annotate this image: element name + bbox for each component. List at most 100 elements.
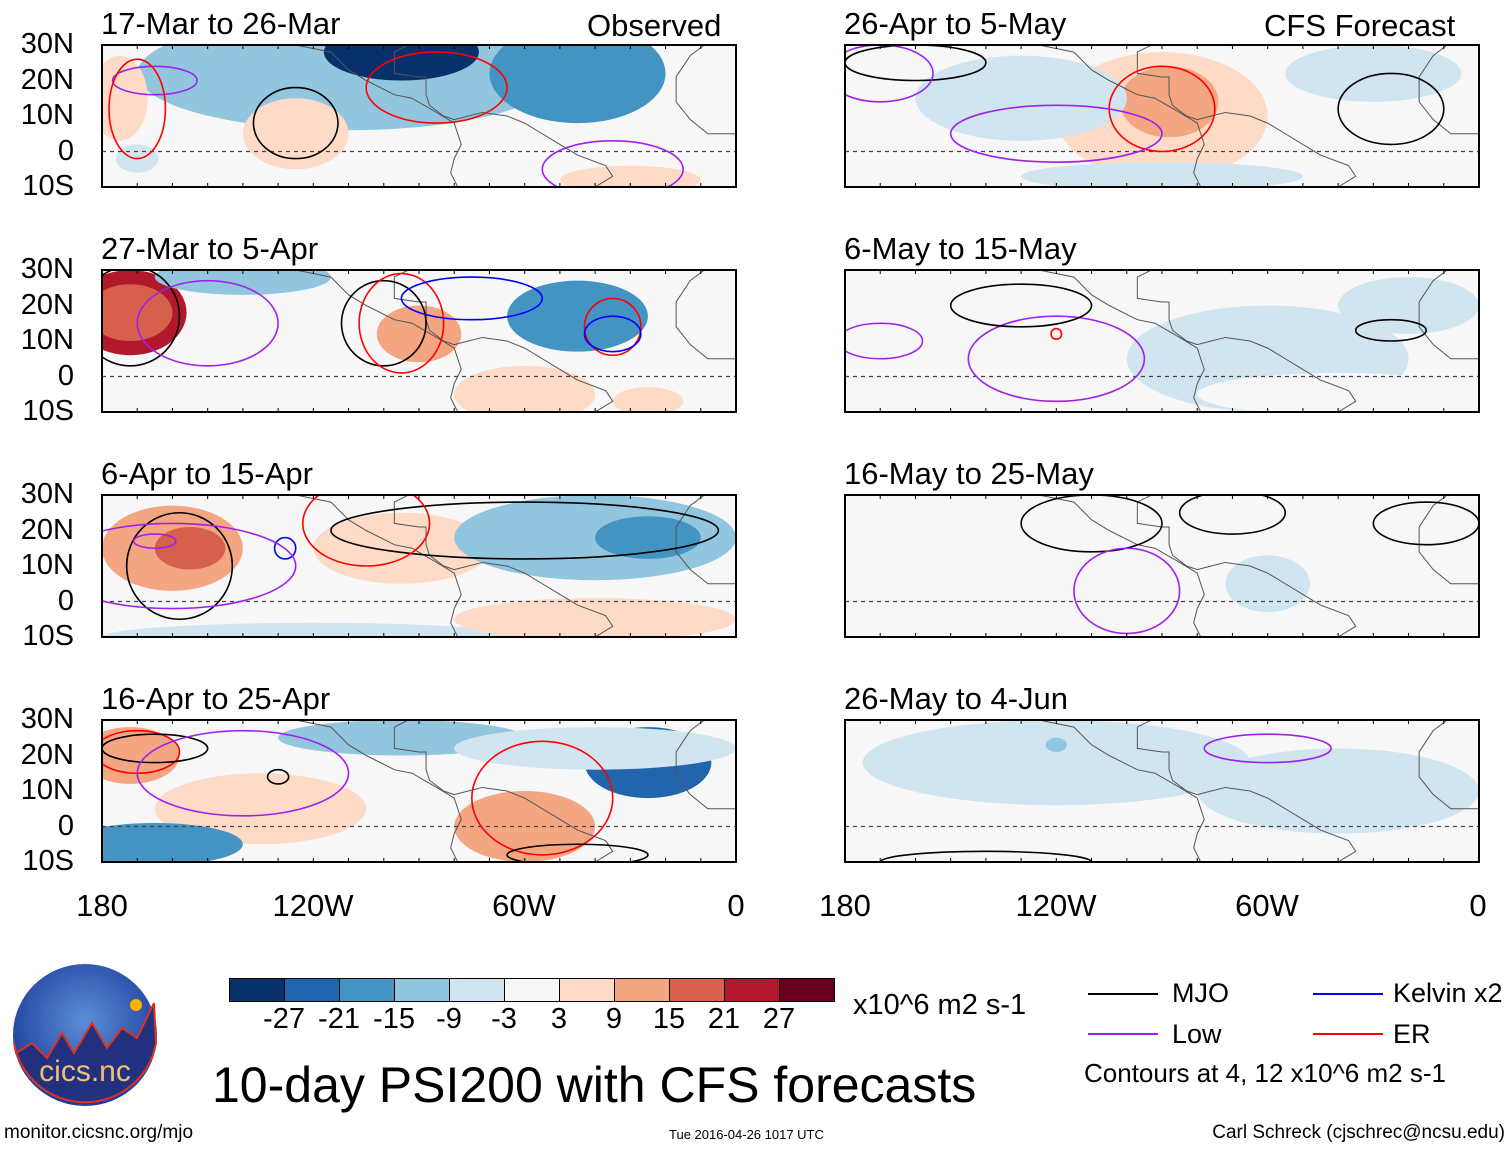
lat-label: 10S <box>22 170 74 202</box>
anomaly-shading <box>1197 372 1479 412</box>
coastline <box>1418 270 1479 360</box>
anomaly-shading <box>1119 66 1219 138</box>
contour-kelvin <box>400 276 544 321</box>
logo-text: cics.nc <box>39 1055 131 1088</box>
contour-mjo <box>1372 501 1479 546</box>
colorbar-swatch <box>340 979 395 1001</box>
contour-kelvin <box>273 536 297 560</box>
contour-mjo <box>266 768 290 785</box>
contour-mjo <box>879 850 1093 862</box>
lon-label-right-120w: 120W <box>1015 888 1097 923</box>
panel-title: 27-Mar to 5-Apr <box>101 231 319 266</box>
legend-low-label: Low <box>1172 1019 1222 1049</box>
anomaly-shading <box>102 284 173 341</box>
contour-mjo <box>1020 495 1163 553</box>
lat-label: 10N <box>20 99 74 131</box>
observed-label: Observed <box>587 8 722 43</box>
footer-url[interactable]: monitor.cicsnc.org/mjo <box>4 1122 194 1143</box>
lat-label: 10S <box>22 845 74 877</box>
map-panel-7 <box>844 494 1480 638</box>
coastline <box>295 45 614 187</box>
lat-label: 10N <box>20 324 74 356</box>
lon-label-right-180: 180 <box>819 888 871 923</box>
anomaly-shading <box>1338 277 1479 334</box>
anomaly-shading <box>507 280 648 352</box>
coastline <box>1038 45 1357 187</box>
anomaly-shading <box>915 55 1127 141</box>
lat-label: 0 <box>57 359 74 392</box>
lat-label: 20N <box>20 288 74 321</box>
anomaly-shading <box>1109 495 1356 545</box>
contour-mjo <box>1178 495 1287 535</box>
colorbar-swatch <box>505 979 560 1001</box>
anomaly-shading <box>454 597 736 637</box>
contour-kelvin <box>583 315 642 353</box>
contour-low <box>949 104 1163 163</box>
legend-mjo-label: MJO <box>1172 978 1229 1008</box>
panel-title: 16-May to 25-May <box>844 456 1094 491</box>
lon-label-left-120w: 120W <box>272 888 354 923</box>
colorbar-swatch <box>560 979 615 1001</box>
colorbar-units: x10^6 m2 s-1 <box>853 989 1027 1021</box>
panel-title: 26-May to 4-Jun <box>844 681 1068 716</box>
anomaly-shading <box>1197 833 1479 862</box>
anomaly-shading <box>845 45 916 81</box>
legend-mjo-line <box>1088 993 1158 995</box>
colorbar-tick: 27 <box>762 1003 796 1035</box>
colorbar-swatch <box>285 979 340 1001</box>
colorbar-swatch <box>670 979 725 1001</box>
coastline <box>295 270 614 412</box>
anomaly-shading <box>1232 597 1479 637</box>
anomaly-shading <box>454 365 596 412</box>
legend-er-line <box>1313 1033 1383 1035</box>
colorbar-swatch <box>725 979 780 1001</box>
coastline <box>1038 495 1357 637</box>
contour-er <box>583 297 642 356</box>
contour-mjo <box>252 86 339 160</box>
colorbar-tick: -21 <box>318 1003 360 1035</box>
contour-low <box>845 322 924 360</box>
colorbar-swatch <box>395 979 450 1001</box>
contour-low <box>136 729 350 817</box>
lat-label: 0 <box>57 809 74 842</box>
colorbar-ticks: -27 -21 -15 -9 -3 3 9 15 21 27 <box>229 1003 829 1037</box>
panel-title: 6-May to 15-May <box>844 231 1077 266</box>
anomaly-shading <box>1197 748 1479 834</box>
contour-mjo <box>102 733 209 764</box>
legend-er-label: ER <box>1393 1019 1431 1049</box>
contour-low <box>102 522 297 610</box>
contour-low <box>845 45 934 103</box>
contour-er <box>365 51 508 124</box>
anomaly-shading <box>559 165 701 187</box>
map-panel-8 <box>844 719 1480 863</box>
footer-timestamp: Tue 2016-04-26 1017 UTC <box>669 1127 824 1142</box>
colorbar-swatch <box>615 979 670 1001</box>
lat-label: 20N <box>20 738 74 771</box>
contour-mjo <box>330 501 720 560</box>
contour-note: Contours at 4, 12 x10^6 m2 s-1 <box>1084 1058 1446 1088</box>
contour-mjo <box>949 283 1093 328</box>
colorbar-tick: -15 <box>373 1003 415 1035</box>
contour-low <box>1203 733 1332 764</box>
colorbar-tick: 3 <box>550 1003 568 1035</box>
lat-label: 30N <box>20 478 74 510</box>
lat-label: 30N <box>20 703 74 735</box>
anomaly-shading <box>102 822 243 862</box>
lat-label: 20N <box>20 513 74 546</box>
lat-label: 10S <box>22 620 74 652</box>
colorbar <box>229 978 835 1002</box>
anomaly-shading <box>454 791 596 862</box>
lon-label-right-0: 0 <box>1469 888 1487 923</box>
anomaly-shading <box>323 45 479 81</box>
anomaly-shading <box>1021 162 1303 187</box>
lat-label: 10N <box>20 774 74 806</box>
contour-low <box>541 140 684 187</box>
contour-low <box>111 65 198 96</box>
footer-credit: Carl Schreck (cjschrec@ncsu.edu) <box>1212 1122 1505 1143</box>
lon-label-left-60w: 60W <box>492 888 556 923</box>
contour-mjo <box>506 843 649 862</box>
contour-mjo <box>1354 318 1427 342</box>
contour-er <box>301 495 431 567</box>
contour-low <box>136 279 279 367</box>
map-panel-5 <box>844 44 1480 188</box>
